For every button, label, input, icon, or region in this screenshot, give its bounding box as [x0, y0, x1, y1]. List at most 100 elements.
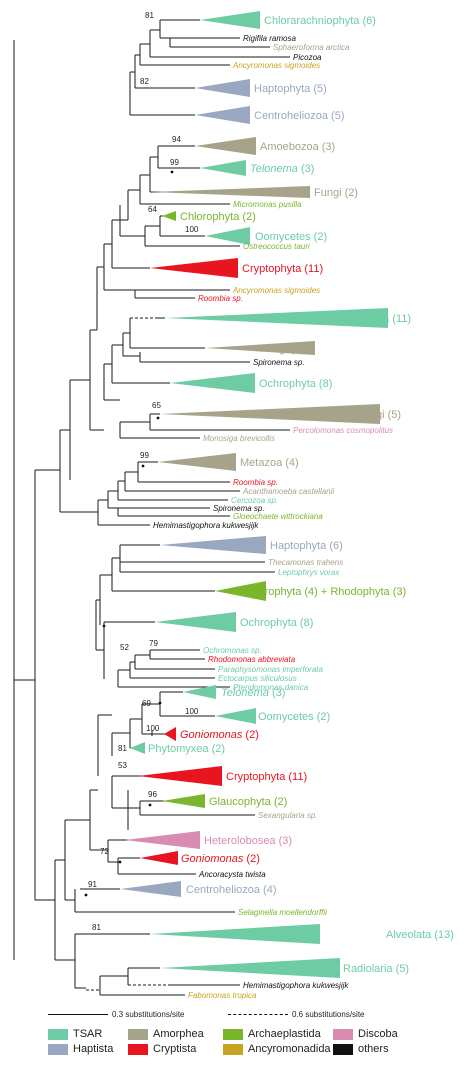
clade-label: Fungi (5) — [357, 409, 401, 421]
legend: 0.3 substitutions/site 0.6 substitutions… — [48, 1010, 468, 1060]
support-value: 53 — [118, 761, 127, 770]
taxon-label: Fabomonas tropica — [188, 991, 257, 1000]
clade-name: Telonema — [250, 163, 298, 175]
taxon-label: Acanthamoeba castellanii — [242, 487, 334, 496]
clade-wedge — [158, 453, 236, 471]
scale-dashed-line — [228, 1014, 288, 1015]
support-value: 81 — [145, 11, 154, 20]
taxon-label: Percolomonas cosmopolitus — [293, 426, 393, 435]
clade-label: Cryptophyta (11) — [226, 771, 307, 783]
clade-label: Radiolaria (5) — [343, 963, 409, 975]
support-dot — [148, 803, 152, 807]
clade-wedge — [195, 106, 250, 124]
taxon-label: Paraphysomonas imperforata — [218, 665, 323, 674]
support-value: 65 — [152, 401, 161, 410]
clade-label: Oomycetes (2) — [255, 231, 327, 243]
support-value: 64 — [148, 205, 157, 214]
taxon-label: Hemimastigophora kukwesjijk — [243, 981, 349, 990]
clade-label: Heterolobosea (3) — [204, 835, 292, 847]
legend-swatch — [223, 1043, 243, 1055]
taxon-label: Ectocarpus siliculosus — [218, 674, 297, 683]
clade-label: Chlorophyta (2) — [180, 211, 256, 223]
support-value: 81 — [118, 744, 127, 753]
taxon-label: Cercozoa sp. — [231, 496, 278, 505]
taxon-label: Hemimastigophora kukwesjijk — [153, 521, 259, 530]
taxon-label: Roombia sp. — [233, 478, 278, 487]
legend-label: Ancyromonadida — [248, 1043, 331, 1055]
clade-wedge — [150, 186, 310, 198]
clade-wedge — [140, 851, 178, 865]
clade-label: Metazoa (4) — [240, 457, 299, 469]
clade-wedge — [205, 341, 315, 355]
clade-wedge — [205, 227, 250, 245]
taxon-label: Sphaeroforma arctica — [273, 43, 350, 52]
clade-label: Telonema (3) — [250, 163, 314, 175]
legend-swatch — [333, 1043, 353, 1055]
clade-wedge — [162, 794, 205, 808]
taxon-label: Ancyromonas sigmoides — [232, 61, 320, 70]
legend-label: Discoba — [358, 1028, 398, 1040]
legend-label: Haptista — [73, 1043, 114, 1055]
legend-item: Cryptista — [128, 1043, 196, 1055]
taxon-label: Spironema sp. — [253, 358, 305, 367]
taxon-label: Monosiga brevicollis — [203, 434, 275, 443]
legend-item: TSAR — [48, 1028, 102, 1040]
legend-item: Haptista — [48, 1043, 113, 1055]
scale-solid-label: 0.3 substitutions/site — [112, 1010, 185, 1019]
support-value: 91 — [88, 880, 97, 889]
taxon-label: Ochromonas sp. — [203, 646, 262, 655]
clade-wedge — [215, 581, 266, 601]
scale-solid-line — [48, 1014, 108, 1015]
clade-count: (2) — [242, 729, 259, 741]
clade-label: Ochrophyta (8) — [240, 617, 313, 629]
clade-wedge — [200, 160, 246, 176]
clade-label: Alveolata (13) — [386, 929, 454, 941]
legend-swatch — [48, 1028, 68, 1040]
clade-label: Goniomonas (2) — [180, 729, 259, 741]
clade-label: Centroheliozoa (5) — [254, 110, 345, 122]
support-value: 99 — [170, 158, 179, 167]
support-value: 100 — [185, 707, 199, 716]
clade-label: Alveolata (11) — [344, 313, 411, 325]
taxon-label: Selaginella moellendorffii — [238, 908, 327, 917]
clade-wedge — [160, 536, 266, 554]
legend-item: others — [333, 1043, 389, 1055]
clade-label: Goniomonas (2) — [181, 853, 260, 865]
clade-label: Amoebozoa (3) — [260, 141, 335, 153]
scale-bars: 0.3 substitutions/site 0.6 substitutions… — [48, 1010, 468, 1024]
support-dot — [156, 416, 160, 420]
support-value: 52 — [120, 643, 129, 652]
taxon-label: Ostreococcus tauri — [243, 242, 310, 251]
legend-item: Archaeplastida — [223, 1028, 321, 1040]
taxon-label: Pteridomonas danica — [233, 683, 309, 692]
scale-dashed: 0.6 substitutions/site — [228, 1010, 364, 1019]
clade-wedge — [155, 612, 236, 632]
taxon-label: Leptophrys vorax — [278, 568, 340, 577]
clade-wedge — [160, 958, 340, 978]
clade-label: Chlorophyta (4) + Rhodophyta (3) — [242, 586, 406, 598]
support-dot — [141, 464, 145, 468]
taxon-label: Gloeochaete wittrockiana — [233, 512, 323, 521]
scale-solid: 0.3 substitutions/site — [48, 1010, 184, 1019]
support-value: 79 — [149, 639, 158, 648]
clade-name: Telonema — [221, 687, 269, 699]
taxon-label: Ancyromonas sigmoides — [232, 286, 320, 295]
taxon-label: Sexangularia sp. — [258, 811, 318, 820]
taxon-label: Picozoa — [293, 53, 322, 62]
clade-wedge — [160, 404, 380, 424]
legend-swatch — [333, 1028, 353, 1040]
clade-label: Centroheliozoa (4) — [186, 884, 277, 896]
legend-label: Amorphea — [153, 1028, 204, 1040]
clade-wedge — [150, 924, 320, 944]
legend-label: Cryptista — [153, 1043, 197, 1055]
support-value: 100 — [146, 724, 160, 733]
clade-wedge — [200, 11, 260, 29]
support-dot — [170, 170, 174, 174]
clade-label: Fungi (2) — [314, 187, 358, 199]
taxon-label: Micromonas pusilla — [233, 200, 302, 209]
legend-swatch — [128, 1028, 148, 1040]
clade-label: Telonema (3) — [221, 687, 285, 699]
legend-label: others — [358, 1043, 389, 1055]
support-value: 99 — [140, 451, 149, 460]
